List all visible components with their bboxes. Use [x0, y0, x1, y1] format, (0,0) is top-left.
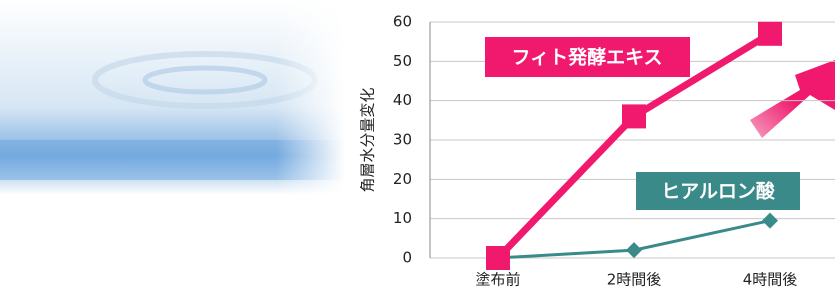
y-tick-label: 50	[393, 52, 412, 70]
y-tick-label: 40	[393, 91, 412, 109]
y-tick-label: 30	[393, 131, 412, 149]
marker	[762, 213, 778, 229]
y-tick-label: 0	[402, 249, 412, 267]
series-label: ヒアルロン酸	[661, 180, 776, 203]
y-tick-label: 60	[393, 13, 412, 31]
x-tick-label: 4時間後	[743, 271, 798, 289]
y-axis-label: 角層水分量変化	[359, 87, 377, 192]
rising-arrow	[750, 60, 835, 138]
marker	[758, 22, 782, 46]
chart: 角層水分量変化 0 10 20 30 40 50 60 塗布前 2時間後 4時間後 フィト発酵エキス…	[0, 0, 835, 292]
water-decoration	[0, 0, 345, 195]
series-label: フィト発酵エキス	[511, 46, 662, 69]
y-tick-label: 20	[393, 170, 412, 188]
x-tick-label: 塗布前	[475, 271, 520, 289]
marker	[622, 104, 646, 128]
x-tick-label: 2時間後	[607, 271, 662, 289]
y-tick-label: 10	[393, 209, 412, 227]
marker	[626, 242, 642, 258]
marker	[486, 246, 510, 270]
